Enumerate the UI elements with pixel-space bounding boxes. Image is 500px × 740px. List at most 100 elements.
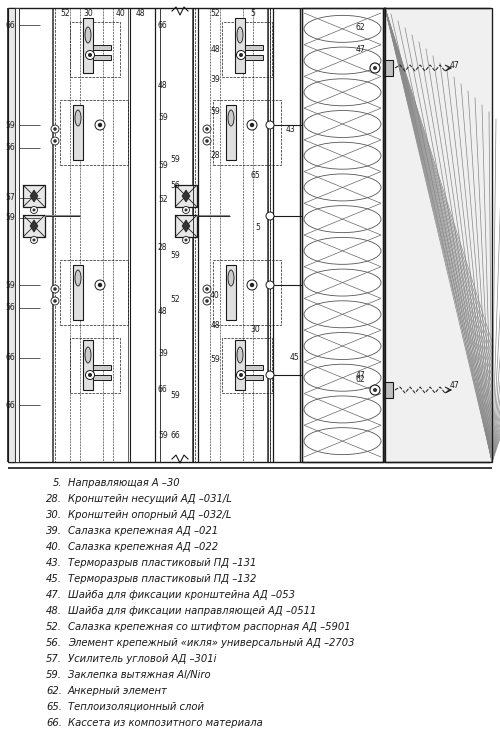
Circle shape (98, 123, 102, 127)
Text: 47: 47 (355, 45, 365, 55)
Text: 66.: 66. (46, 718, 62, 728)
Text: 43.: 43. (46, 558, 62, 568)
Text: 39.: 39. (46, 526, 62, 536)
Bar (385, 8, 492, 462)
Text: 48: 48 (210, 320, 220, 329)
Text: 48: 48 (135, 10, 145, 18)
Text: Кронштейн опорный АД –032/L: Кронштейн опорный АД –032/L (68, 510, 232, 520)
Ellipse shape (75, 110, 81, 126)
Circle shape (370, 385, 380, 395)
Text: 65: 65 (250, 170, 260, 180)
Text: 48: 48 (158, 308, 168, 317)
Circle shape (250, 123, 254, 127)
Circle shape (86, 371, 94, 380)
Text: Терморазрыв пластиковый ПД –132: Терморазрыв пластиковый ПД –132 (68, 574, 256, 584)
Circle shape (370, 63, 380, 73)
Ellipse shape (75, 270, 81, 286)
Bar (245, 365, 263, 370)
Ellipse shape (304, 364, 381, 391)
Text: Кассета из композитного материала: Кассета из композитного материала (68, 718, 263, 728)
Bar (23, 215, 45, 237)
Circle shape (98, 283, 102, 287)
Text: 56: 56 (5, 303, 15, 312)
Text: 66: 66 (5, 21, 15, 30)
Bar (383, 382, 393, 398)
Bar (302, 8, 383, 462)
Text: Элемент крепежный «икля» универсальный АД –2703: Элемент крепежный «икля» универсальный А… (68, 638, 354, 648)
Text: 39: 39 (210, 75, 220, 84)
Text: 28: 28 (158, 243, 168, 252)
Text: 28.: 28. (46, 494, 62, 504)
Polygon shape (182, 190, 190, 202)
Text: 59: 59 (210, 355, 220, 365)
Ellipse shape (237, 27, 243, 43)
Circle shape (53, 139, 57, 143)
Circle shape (205, 299, 209, 303)
Text: 59: 59 (5, 280, 15, 289)
Bar (302, 8, 383, 462)
Circle shape (51, 297, 59, 305)
Circle shape (86, 50, 94, 59)
Circle shape (266, 281, 274, 289)
Circle shape (53, 287, 57, 291)
Ellipse shape (304, 269, 381, 296)
Text: 40: 40 (210, 291, 220, 300)
Bar (245, 375, 263, 380)
Polygon shape (30, 190, 38, 202)
Bar (213, 260, 281, 325)
Bar (15, 8, 19, 462)
Text: Салазка крепежная со штифтом распорная АД –5901: Салазка крепежная со штифтом распорная А… (68, 622, 350, 632)
Text: 30: 30 (83, 10, 93, 18)
Ellipse shape (304, 47, 381, 74)
Text: 66: 66 (5, 354, 15, 363)
Circle shape (373, 66, 377, 70)
Bar (383, 60, 393, 76)
Bar (83, 340, 93, 390)
Bar (385, 8, 492, 462)
Text: 62: 62 (355, 24, 365, 33)
Text: 52: 52 (210, 10, 220, 18)
Circle shape (95, 120, 105, 130)
Text: 40.: 40. (46, 542, 62, 552)
Text: Салазка крепежная АД –021: Салазка крепежная АД –021 (68, 526, 218, 536)
Text: 57.: 57. (46, 654, 62, 664)
Polygon shape (30, 220, 38, 232)
Circle shape (250, 283, 254, 287)
Bar (213, 100, 281, 165)
Circle shape (203, 285, 211, 293)
Circle shape (30, 206, 38, 214)
Text: 43: 43 (285, 126, 295, 135)
Circle shape (205, 127, 209, 131)
Text: 30: 30 (250, 326, 260, 334)
Text: Направляющая А –30: Направляющая А –30 (68, 478, 180, 488)
Text: Кронштейн несущий АД –031/L: Кронштейн несущий АД –031/L (68, 494, 232, 504)
Bar (175, 215, 197, 237)
Circle shape (247, 280, 257, 290)
Circle shape (51, 137, 59, 145)
Text: 59: 59 (210, 107, 220, 116)
Circle shape (88, 373, 92, 377)
Text: 56.: 56. (46, 638, 62, 648)
Text: 47.: 47. (46, 590, 62, 600)
Bar (226, 105, 236, 160)
Text: 62: 62 (355, 375, 365, 385)
Text: 52: 52 (60, 10, 70, 18)
Text: Терморазрыв пластиковый ПД –131: Терморазрыв пластиковый ПД –131 (68, 558, 256, 568)
Bar (8, 8, 15, 462)
Text: 59: 59 (170, 251, 180, 260)
Text: 5: 5 (250, 10, 256, 18)
Text: 39: 39 (158, 349, 168, 357)
Circle shape (95, 280, 105, 290)
Text: Салазка крепежная АД –022: Салазка крепежная АД –022 (68, 542, 218, 552)
Text: 47: 47 (355, 371, 365, 380)
Text: 56: 56 (170, 181, 180, 189)
Bar (175, 185, 197, 207)
Text: 59: 59 (5, 214, 15, 223)
Ellipse shape (237, 347, 243, 363)
Circle shape (266, 121, 274, 129)
Bar (73, 105, 83, 160)
Text: 47: 47 (450, 61, 460, 70)
Ellipse shape (304, 78, 381, 106)
Text: 48: 48 (210, 45, 220, 55)
Text: Усилитель угловой АД –301i: Усилитель угловой АД –301i (68, 654, 216, 664)
